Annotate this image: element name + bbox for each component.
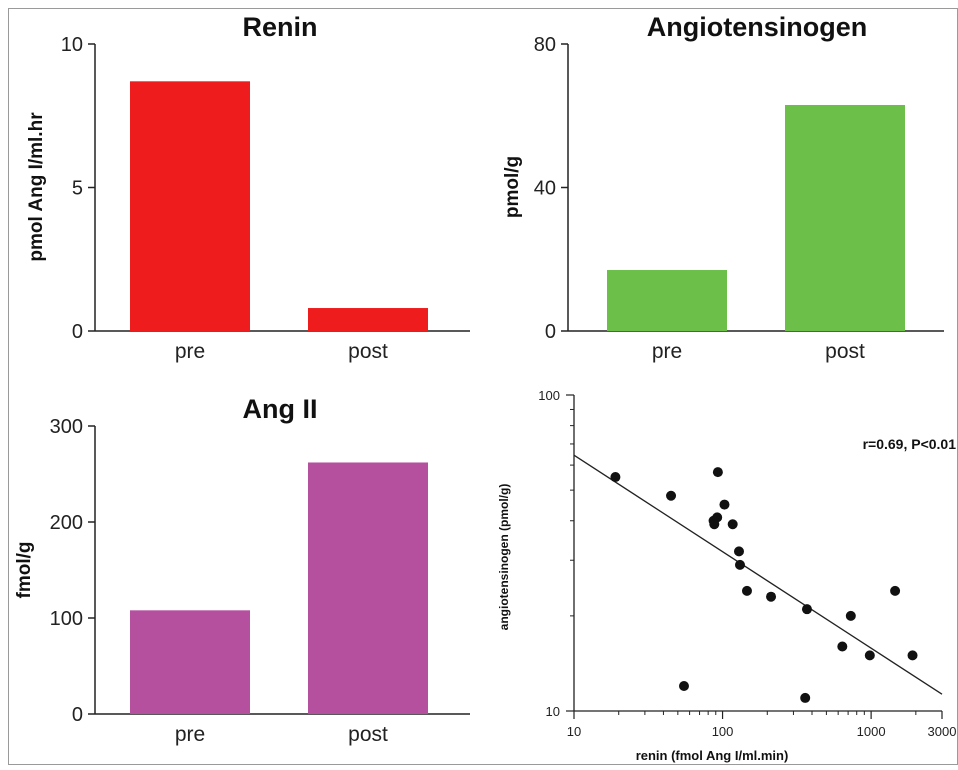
bar-post xyxy=(785,104,905,331)
y-axis-label: pmol/g xyxy=(502,156,523,218)
data-point xyxy=(837,641,848,652)
y-tick-label: 200 xyxy=(50,512,83,534)
bar-chart-2: Angiotensinogen pmol/g 0 40 80 pre post xyxy=(502,12,944,363)
regression-line xyxy=(573,454,943,695)
data-point xyxy=(890,585,901,596)
y-tick-label: 80 xyxy=(534,34,556,56)
data-point xyxy=(907,650,918,661)
data-point xyxy=(610,472,621,483)
bar-pre xyxy=(130,610,250,714)
y-tick-label: 100 xyxy=(538,388,560,403)
y-tick-label: 0 xyxy=(72,704,83,726)
data-point xyxy=(712,512,723,523)
x-tick-label: 3000 xyxy=(928,724,957,739)
bar-chart-1: Renin pmol Ang I/ml.hr 0 5 10 pre post xyxy=(26,12,470,363)
data-point xyxy=(678,680,689,691)
category-label: pre xyxy=(652,340,682,363)
bar-post xyxy=(308,308,428,331)
y-axis-label: angiotensinogen (pmol/g) xyxy=(497,484,511,631)
bar-chart-3: Ang II fmol/g 0 100 200 300 pre post xyxy=(14,394,470,746)
category-label: post xyxy=(825,340,865,363)
y-tick-label: 0 xyxy=(72,321,83,343)
y-tick-label: 10 xyxy=(61,34,83,56)
x-tick-label: 10 xyxy=(567,724,581,739)
figure-frame xyxy=(8,8,958,765)
data-point xyxy=(727,519,738,530)
y-axis-label: pmol Ang I/ml.hr xyxy=(26,112,47,262)
chart-title: Renin xyxy=(242,12,317,42)
data-point xyxy=(800,692,811,703)
y-tick-label: 10 xyxy=(546,704,560,719)
y-tick-label: 0 xyxy=(545,321,556,343)
data-point xyxy=(734,559,745,570)
y-tick-label: 5 xyxy=(72,178,83,200)
data-point xyxy=(864,650,875,661)
chart-title: Ang II xyxy=(243,394,318,424)
data-point xyxy=(845,610,856,621)
category-label: post xyxy=(348,340,388,363)
x-tick-label: 1000 xyxy=(857,724,886,739)
bar-pre xyxy=(607,270,727,331)
scatter-chart: 10 100 10 100 1000 3000 renin (fmol Ang I/ml.m… xyxy=(497,388,956,763)
bar-pre xyxy=(130,81,250,331)
x-axis-label: renin (fmol Ang I/ml.min) xyxy=(636,748,789,763)
x-tick-label: 100 xyxy=(712,724,734,739)
data-point xyxy=(666,490,677,501)
y-tick-label: 300 xyxy=(50,416,83,438)
data-point xyxy=(719,499,730,510)
data-point xyxy=(733,546,744,557)
data-point xyxy=(801,604,812,615)
correlation-annotation: r=0.69, P<0.01 xyxy=(863,436,957,452)
data-point xyxy=(712,467,723,478)
y-tick-label: 40 xyxy=(534,178,556,200)
category-label: pre xyxy=(175,340,205,363)
data-point xyxy=(741,585,752,596)
category-label: post xyxy=(348,723,388,746)
data-point xyxy=(766,591,777,602)
y-tick-label: 100 xyxy=(50,608,83,630)
chart-title: Angiotensinogen xyxy=(647,12,867,42)
bar-post xyxy=(308,462,428,714)
category-label: pre xyxy=(175,723,205,746)
y-axis-label: fmol/g xyxy=(14,542,35,599)
